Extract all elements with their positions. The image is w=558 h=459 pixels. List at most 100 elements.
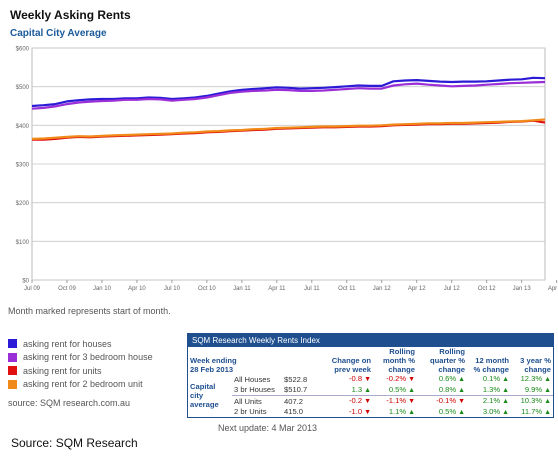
y-tick-label: $100 [16, 240, 30, 246]
source-note: source: SQM research.com.au [8, 398, 131, 408]
legend-label: asking rent for units [23, 365, 102, 376]
change-value: 0.5% [388, 384, 407, 394]
y-tick-label: $300 [16, 163, 30, 169]
change-value: -0.1% [436, 396, 457, 405]
change-cell: 0.5% ▲ [417, 407, 467, 418]
series-line [31, 118, 546, 140]
change-value: 1.3% [482, 384, 501, 394]
down-arrow-icon: ▼ [406, 398, 415, 405]
legend-swatch [8, 379, 17, 389]
up-arrow-icon: ▲ [500, 398, 509, 405]
up-arrow-icon: ▲ [362, 386, 371, 394]
rents-index-table: SQM Research Weekly Rents Index Week end… [187, 333, 554, 418]
x-tick-label: Oct 12 [478, 286, 496, 292]
week-ending-header: Week ending 28 Feb 2013 [188, 347, 317, 374]
change-value: 9.9% [524, 384, 543, 394]
x-tick-label: Jul 09 [24, 286, 41, 292]
col-header: 12 month % change [473, 356, 509, 374]
chart-title: Weekly Asking Rents [10, 8, 131, 22]
change-value: -0.2 [349, 396, 363, 405]
table-row: 3 br Houses $510.7 1.3 ▲ 0.5% ▲ 0.8% ▲ 1.3% ▲… [188, 385, 553, 396]
down-arrow-icon: ▼ [456, 398, 465, 405]
change-cell: 0.1% ▲ [467, 374, 511, 385]
change-cell: 2.1% ▲ [467, 395, 511, 407]
col-header: 3 year % change [520, 356, 551, 374]
table-row: Capital city average All Houses $522.8 -0.8… [188, 374, 553, 409]
up-arrow-icon: ▲ [456, 376, 465, 383]
change-cell: 1.1% ▲ [373, 407, 417, 418]
change-cell: 10.3% ▲ [511, 395, 553, 407]
change-cell: 0.8% ▲ [417, 385, 467, 396]
change-value: -1.1% [386, 396, 407, 405]
up-arrow-icon: ▲ [542, 408, 551, 416]
change-value: 12.3% [520, 374, 543, 383]
y-tick-label: $0 [22, 279, 29, 285]
row-value: 407.2 [284, 396, 304, 406]
down-arrow-icon: ▼ [362, 398, 371, 405]
change-value: 1.1% [388, 406, 407, 416]
series-line [31, 76, 546, 108]
down-arrow-icon: ▼ [362, 408, 371, 416]
x-tick-label: Jan 10 [93, 286, 112, 292]
y-tick-label: $500 [16, 85, 30, 91]
x-tick-label: Jan 12 [373, 286, 392, 292]
change-value: -1.0 [349, 406, 363, 416]
x-tick-label: Apr 10 [128, 286, 146, 292]
col-header: Change on prev week [331, 356, 371, 374]
x-tick-label: Oct 11 [338, 286, 356, 292]
legend-item-houses: asking rent for houses [8, 337, 153, 351]
change-value: 0.1% [482, 374, 501, 383]
down-arrow-icon: ▼ [362, 376, 371, 383]
row-name: 3 br Houses [234, 385, 275, 394]
x-tick-label: Oct 10 [198, 286, 216, 292]
x-tick-label: Jul 12 [444, 286, 461, 292]
row-label-cell: All Houses $522.8 [232, 374, 317, 385]
x-tick-label: Apr 13 [548, 286, 558, 292]
rent-line-chart: $0 $100 $200 $300 $400 $500 $600 Jul 09 Oct 09 Ja… [16, 47, 558, 293]
change-value: -0.8 [349, 374, 363, 383]
col-header: Rolling month % change [382, 347, 415, 374]
table-title: SQM Research Weekly Rents Index [188, 334, 553, 347]
up-arrow-icon: ▲ [542, 376, 551, 383]
x-tick-label: Oct 09 [58, 286, 76, 292]
table-row: 2 br Units 415.0 -1.0 ▼ 1.1% ▲ 0.5% ▲ 3.0% ▲ 1… [188, 407, 553, 418]
source-caption: Source: SQM Research [11, 436, 138, 450]
chart-subtitle: Capital City Average [10, 28, 107, 39]
change-value: 2.1% [482, 396, 501, 405]
up-arrow-icon: ▲ [500, 386, 509, 394]
x-tick-label: Apr 11 [268, 286, 286, 292]
row-label-cell: 2 br Units 415.0 [232, 407, 317, 418]
legend-swatch [8, 366, 17, 376]
up-arrow-icon: ▲ [500, 408, 509, 416]
legend-swatch [8, 352, 17, 362]
row-label-cell: 3 br Houses $510.7 [232, 385, 317, 396]
change-cell: -0.2% ▼ [373, 374, 417, 385]
change-cell: 11.7% ▲ [511, 407, 553, 418]
change-cell: 1.3 ▲ [317, 385, 373, 396]
up-arrow-icon: ▲ [456, 386, 465, 394]
next-update: Next update: 4 Mar 2013 [218, 423, 318, 433]
change-value: 10.3% [520, 396, 543, 405]
chart-legend: asking rent for houses asking rent for 3… [8, 337, 153, 391]
series-line [31, 80, 546, 110]
down-arrow-icon: ▼ [406, 376, 415, 383]
row-label-cell: All Units 407.2 [232, 395, 317, 407]
row-name: 2 br Units [234, 407, 267, 416]
week-label: Week ending [190, 356, 237, 365]
up-arrow-icon: ▲ [456, 408, 465, 416]
table-row: All Units 407.2 -0.2 ▼ -1.1% ▼ -0.1% ▼ 2.1% ▲… [188, 395, 553, 407]
change-cell: -1.1% ▼ [373, 395, 417, 407]
change-value: 0.6% [438, 374, 457, 383]
row-name: All Houses [234, 374, 271, 384]
change-cell: 9.9% ▲ [511, 385, 553, 396]
up-arrow-icon: ▲ [406, 386, 415, 394]
group-label: Capital city average [190, 382, 219, 409]
x-tick-label: Jul 10 [164, 286, 181, 292]
x-tick-label: Apr 12 [408, 286, 426, 292]
row-name: All Units [234, 396, 262, 406]
row-value: 415.0 [284, 407, 304, 416]
change-cell: -0.1% ▼ [417, 395, 467, 407]
change-cell: 0.6% ▲ [417, 374, 467, 385]
change-cell: -0.2 ▼ [317, 395, 373, 407]
legend-item-3br-house: asking rent for 3 bedroom house [8, 351, 153, 365]
